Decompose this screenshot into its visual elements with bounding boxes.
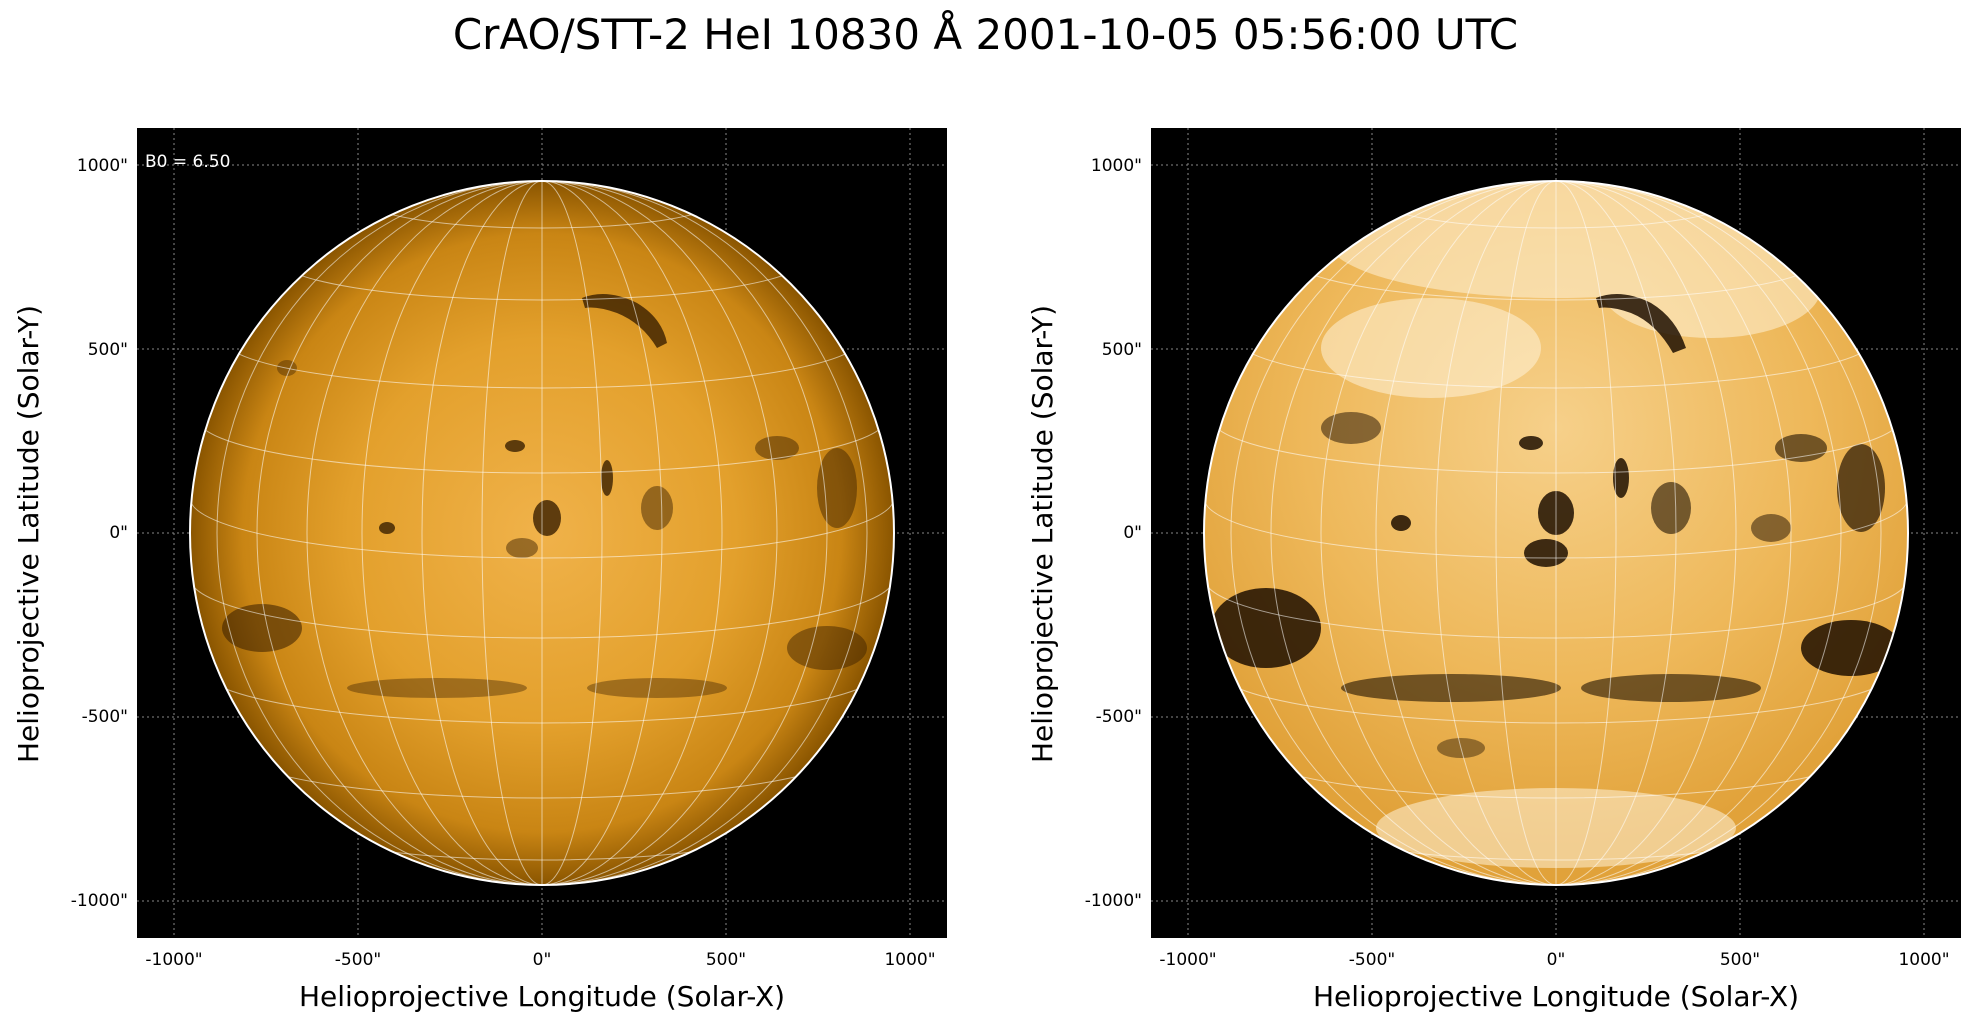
- left-dark-features: [222, 294, 867, 698]
- left-xtick-label: 0": [532, 950, 552, 970]
- right-xtick-label: -1000": [1159, 950, 1217, 970]
- right-y-axis-label: Helioprojective Latitude (Solar-Y): [1026, 304, 1059, 763]
- right-xtick-label: 1000": [1898, 950, 1950, 970]
- right-limb-outline: [1203, 180, 1909, 886]
- left-ytick-label: 1000": [76, 156, 128, 176]
- right-solar-disk-image: [1151, 128, 1961, 938]
- left-y-axis-label: Helioprojective Latitude (Solar-Y): [12, 304, 45, 763]
- left-xtick-label: -500": [334, 950, 382, 970]
- b0-annotation: B0 = 6.50: [145, 152, 231, 172]
- left-solar-disk-image: [137, 128, 947, 938]
- right-xtick-label: 0": [1546, 950, 1566, 970]
- right-coordinate-grid: [1204, 181, 1908, 885]
- left-ytick-label: 0": [109, 523, 128, 543]
- left-xtick-label: -1000": [145, 950, 203, 970]
- right-x-axis-label: Helioprojective Longitude (Solar-X): [1312, 980, 1800, 1013]
- right-image-panel: [1151, 128, 1961, 938]
- left-limb-outline: [189, 180, 895, 886]
- figure-title: CrAO/STT-2 HeI 10830 Å 2001-10-05 05:56:…: [452, 10, 1519, 59]
- right-ytick-label: 1000": [1090, 156, 1142, 176]
- right-ytick-label: 500": [1101, 340, 1142, 360]
- left-x-axis-label: Helioprojective Longitude (Solar-X): [298, 980, 786, 1013]
- left-ytick-label: -500": [81, 707, 128, 727]
- left-ytick-label: -1000": [70, 891, 128, 911]
- right-dark-features: [1211, 294, 1901, 758]
- right-ytick-label: 0": [1123, 523, 1142, 543]
- right-ytick-label: -500": [1095, 707, 1142, 727]
- left-xtick-label: 1000": [884, 950, 936, 970]
- right-xtick-label: 500": [1719, 950, 1761, 970]
- right-ytick-label: -1000": [1084, 891, 1142, 911]
- right-bright-regions: [1321, 181, 1821, 868]
- left-xtick-label: 500": [705, 950, 747, 970]
- right-xtick-label: -500": [1348, 950, 1396, 970]
- left-ytick-label: 500": [87, 340, 128, 360]
- left-image-panel: B0 = 6.50: [137, 128, 947, 938]
- left-coordinate-grid: [190, 181, 894, 885]
